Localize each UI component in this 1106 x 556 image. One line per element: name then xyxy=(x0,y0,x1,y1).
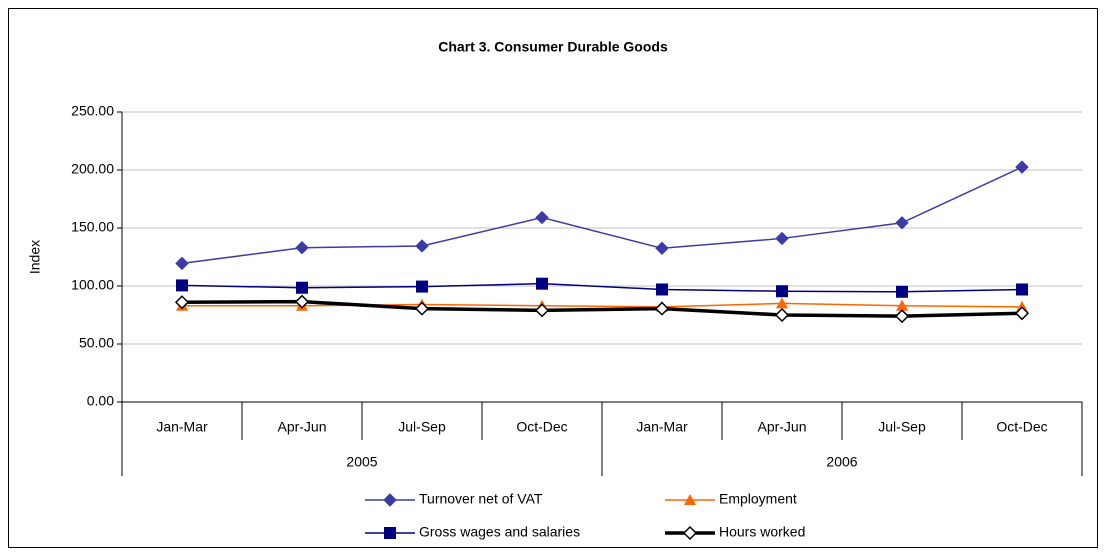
marker xyxy=(654,301,670,316)
y-tick-label: 50.00 xyxy=(79,335,114,351)
marker xyxy=(536,277,548,290)
legend-label: Hours worked xyxy=(719,524,805,540)
x-group-label: 2006 xyxy=(826,454,857,470)
marker xyxy=(774,307,790,323)
marker xyxy=(896,285,908,298)
legend-marker xyxy=(384,527,396,539)
series-line xyxy=(181,299,1023,318)
marker xyxy=(776,285,788,298)
marker xyxy=(1015,160,1029,174)
chart-title: Chart 3. Consumer Durable Goods xyxy=(438,39,668,55)
marker xyxy=(775,231,789,246)
y-tick-label: 250.00 xyxy=(71,103,114,119)
series-line xyxy=(181,166,1023,265)
legend-marker xyxy=(684,494,696,505)
marker xyxy=(1014,306,1030,321)
marker xyxy=(414,301,430,316)
legend-label: Gross wages and salaries xyxy=(419,524,580,540)
series-line xyxy=(182,302,1023,308)
marker xyxy=(294,294,310,309)
marker xyxy=(655,241,669,256)
marker xyxy=(895,216,909,230)
x-tick-label: Apr-Jun xyxy=(757,419,806,435)
x-tick-label: Apr-Jun xyxy=(277,419,326,435)
x-tick-label: Jan-Mar xyxy=(156,419,208,435)
marker xyxy=(1016,283,1028,296)
x-tick-label: Jul-Sep xyxy=(878,419,926,435)
legend-marker xyxy=(682,525,698,541)
marker xyxy=(175,256,189,271)
legend-marker xyxy=(383,493,397,507)
y-tick-label: 150.00 xyxy=(71,219,114,235)
legend-label: Turnover net of VAT xyxy=(419,491,543,507)
marker xyxy=(534,303,550,318)
chart-border xyxy=(8,8,1098,548)
x-tick-label: Jul-Sep xyxy=(398,419,446,435)
y-tick-label: 100.00 xyxy=(71,277,114,293)
marker xyxy=(535,210,549,225)
marker xyxy=(296,281,308,294)
marker xyxy=(656,283,668,296)
marker xyxy=(295,241,309,255)
marker xyxy=(776,297,788,309)
marker xyxy=(896,299,908,311)
marker xyxy=(174,295,190,310)
y-tick-label: 200.00 xyxy=(71,161,114,177)
x-group-label: 2005 xyxy=(346,454,377,470)
y-tick-label: 0.00 xyxy=(87,393,114,409)
y-axis-label: Index xyxy=(27,240,43,274)
marker xyxy=(894,309,910,324)
marker xyxy=(415,239,429,253)
series-line xyxy=(181,282,1023,293)
marker xyxy=(176,279,188,292)
legend-label: Employment xyxy=(719,491,797,507)
x-tick-label: Jan-Mar xyxy=(636,419,688,435)
x-tick-label: Oct-Dec xyxy=(516,419,567,435)
x-tick-label: Oct-Dec xyxy=(996,419,1047,435)
marker xyxy=(416,280,428,293)
